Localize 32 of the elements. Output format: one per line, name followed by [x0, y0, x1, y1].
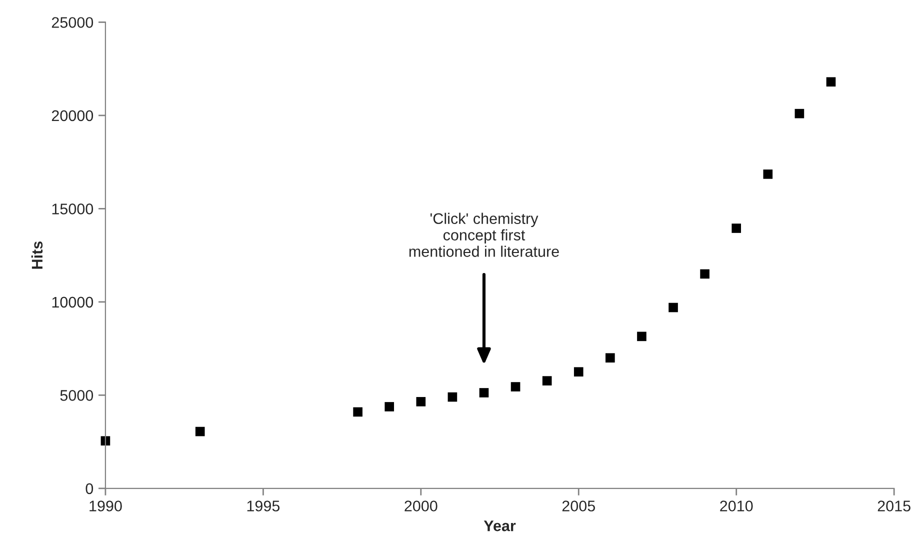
y-tick-label: 5000 — [60, 390, 94, 401]
point — [826, 77, 836, 87]
x-tick-label: 2005 — [562, 500, 595, 512]
point — [606, 353, 615, 363]
point — [542, 376, 552, 386]
point — [479, 388, 489, 398]
x-tick-label: 2015 — [878, 500, 910, 512]
x-tick-label: 2000 — [404, 500, 438, 512]
y-tick-label: 0 — [86, 483, 94, 494]
point — [794, 108, 804, 118]
x-tick-label: 2010 — [720, 500, 753, 512]
y-tick-label: 25000 — [52, 17, 94, 28]
point — [763, 170, 773, 179]
point — [195, 426, 205, 436]
x-axis-title: Year — [484, 520, 516, 532]
y-axis-title: Hits — [31, 241, 43, 269]
x-tick-label: 1990 — [90, 500, 122, 512]
point — [637, 332, 646, 342]
point — [668, 302, 678, 312]
point — [510, 382, 520, 392]
point — [574, 367, 584, 377]
y-tick-label: 10000 — [52, 296, 94, 308]
point — [700, 269, 710, 279]
point — [353, 407, 362, 417]
y-tick-label: 15000 — [52, 204, 94, 214]
point — [448, 392, 458, 402]
point — [416, 397, 426, 406]
point — [384, 402, 394, 412]
y-tick-label: 20000 — [52, 110, 94, 122]
annotation: 'Click' chemistry concept first mentioned in literature — [409, 212, 559, 257]
point — [732, 224, 742, 233]
x-tick-label: 1995 — [247, 500, 280, 512]
